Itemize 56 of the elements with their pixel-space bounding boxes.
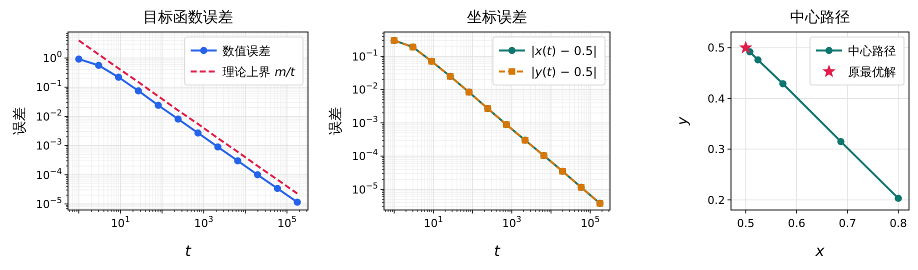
point — [894, 194, 902, 202]
y-axis-title: 误差 — [328, 107, 344, 135]
legend-label: |x(t) − 0.5| — [530, 44, 597, 58]
point — [837, 138, 844, 146]
y-axis-title: y — [675, 116, 691, 126]
point — [254, 171, 262, 178]
point — [779, 80, 786, 88]
y-tick-label: 10$^{−4}$ — [36, 166, 62, 182]
x-tick-label: 10$^{1}$ — [424, 214, 444, 230]
legend-label: 原最优解 — [848, 65, 896, 79]
y-tick-label: 0.5 — [708, 42, 725, 55]
legend-label: 中心路径 — [848, 44, 896, 58]
x-tick-label: 10$^{5}$ — [277, 214, 297, 230]
x-tick-label: 10$^{5}$ — [580, 214, 600, 230]
point — [274, 184, 282, 192]
legend-label: 理论上界 m/t — [222, 65, 296, 79]
x-tick-label: 0.8 — [890, 217, 908, 230]
legend-label: 数值误差 — [222, 44, 271, 58]
y-axis-title: 误差 — [12, 107, 28, 135]
y-tick-label: 10$^{0}$ — [42, 49, 62, 66]
point — [194, 129, 202, 137]
legend-label: |y(t) − 0.5| — [530, 65, 597, 79]
y-tick-label: 10$^{−1}$ — [352, 47, 378, 64]
y-tick-label: 10$^{−3}$ — [352, 114, 378, 130]
x-tick-label: 0.7 — [838, 217, 856, 230]
y-tick-label: 10$^{−2}$ — [36, 107, 62, 124]
chart-title: 中心路径 — [790, 8, 850, 26]
x-tick-label: 0.5 — [737, 217, 754, 230]
y-tick-label: 0.2 — [708, 194, 725, 207]
y-tick-label: 10$^{−5}$ — [352, 180, 378, 196]
y-tick-label: 10$^{−5}$ — [36, 194, 62, 211]
point — [214, 143, 222, 151]
x-tick-label: 10$^{3}$ — [502, 214, 522, 230]
x-axis-title: x — [814, 242, 825, 260]
point — [174, 115, 182, 123]
y-tick-label: 10$^{−1}$ — [36, 78, 62, 94]
x-axis-title: t — [185, 242, 192, 260]
point — [234, 157, 242, 164]
point — [294, 198, 301, 206]
point — [154, 102, 162, 109]
y-tick-label: 10$^{−2}$ — [352, 80, 378, 97]
x-tick-label: 10$^{1}$ — [110, 214, 130, 230]
y-tick-label: 0.3 — [708, 143, 725, 156]
x-axis-title: t — [494, 242, 502, 260]
point — [95, 62, 102, 69]
chart-title: 坐标误差 — [467, 8, 527, 26]
point — [754, 56, 762, 64]
point — [114, 74, 122, 81]
point — [134, 87, 142, 94]
y-tick-label: 0.4 — [708, 92, 725, 106]
y-tick-label: 10$^{−3}$ — [36, 136, 62, 153]
point — [75, 55, 82, 63]
y-tick-label: 10$^{−4}$ — [352, 147, 378, 164]
chart-title: 目标函数误差 — [143, 8, 233, 26]
x-tick-label: 0.6 — [788, 217, 806, 230]
x-tick-label: 10$^{3}$ — [194, 214, 214, 230]
